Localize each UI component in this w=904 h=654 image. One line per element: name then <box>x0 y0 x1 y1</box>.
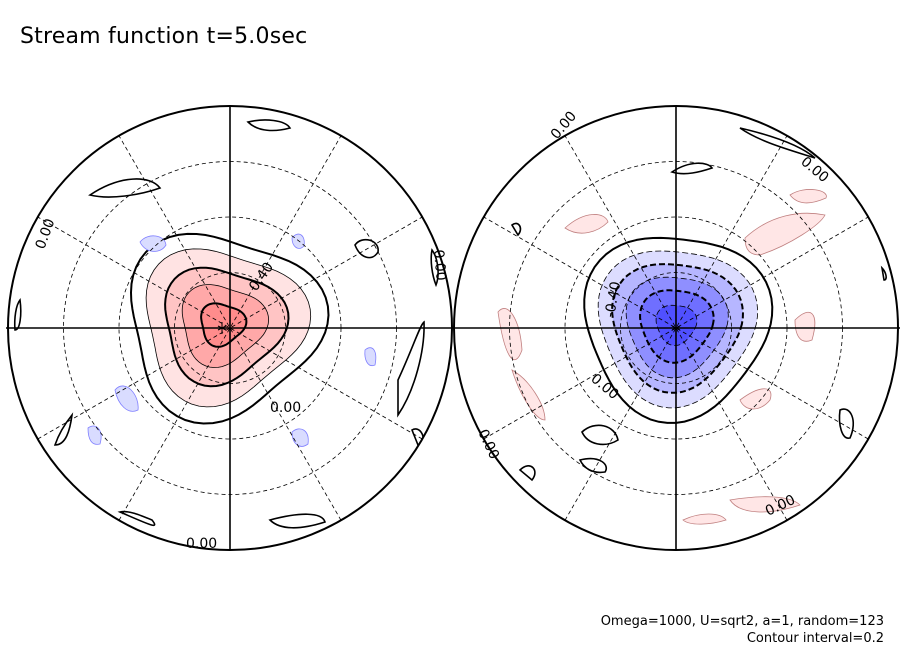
meridian-line <box>564 135 788 521</box>
contour-level-0.8 <box>200 302 248 348</box>
meridian-line <box>564 135 788 521</box>
right-panel-boundary <box>453 105 899 551</box>
right-contour-label: 0.00 <box>548 108 580 142</box>
meridian-line <box>483 216 869 440</box>
left-negative-blobs <box>87 233 377 447</box>
left-contour-label: 0.00 <box>33 217 59 252</box>
right-contour-label: 0.00 <box>763 492 798 520</box>
left-contour-label: 0.00 <box>186 536 217 552</box>
right-contour-label: -0.40 <box>602 280 624 318</box>
footer-contour-interval: Contour interval=0.2 <box>746 631 884 646</box>
right-contour-label: 0.00 <box>474 427 502 462</box>
left-contour-label: 0.00 <box>270 400 301 416</box>
chart-title: Stream function t=5.0sec <box>20 24 308 49</box>
meridian-line <box>118 135 342 521</box>
left-polar-panel: 0.40 0.00 0.00 0.00 0.00 <box>6 105 454 552</box>
right-positive-blobs <box>497 189 827 525</box>
footer-parameters: Omega=1000, U=sqrt2, a=1, random=123 <box>600 614 884 629</box>
right-contour-label: 0.00 <box>797 154 831 186</box>
meridian-line <box>483 216 869 440</box>
left-contour-label: 0.00 <box>430 249 449 281</box>
meridian-line <box>37 216 423 440</box>
meridian-line <box>118 135 342 521</box>
right-polar-panel: -0.40 0.00 0.00 0.00 0.00 0.00 <box>452 105 900 551</box>
